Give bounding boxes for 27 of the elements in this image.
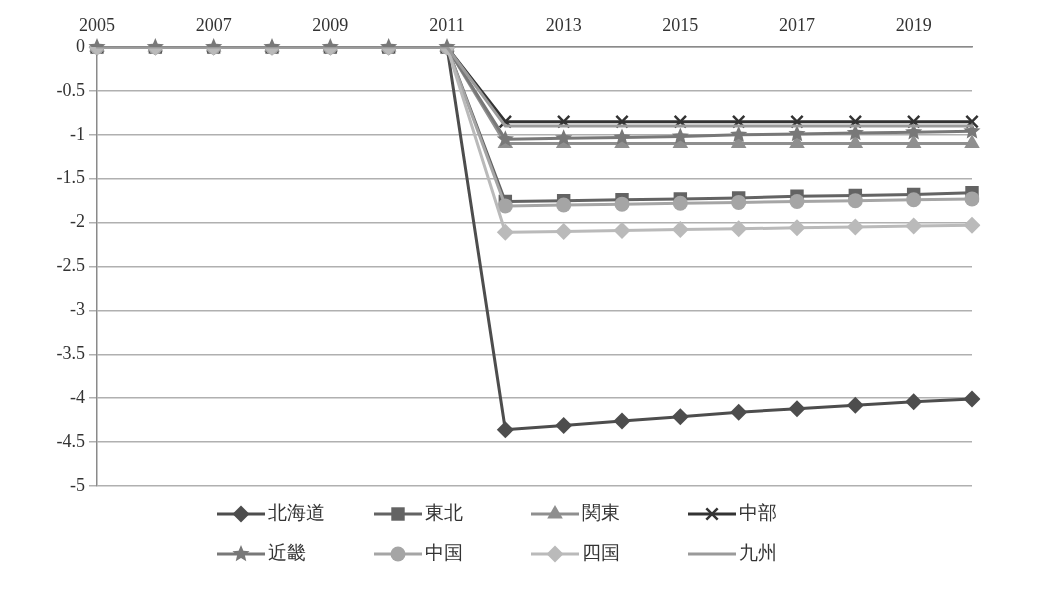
y-tick-label: -3.5 [56, 343, 85, 364]
x-tick-label: 2019 [895, 14, 932, 35]
x-tick-label: 2013 [545, 14, 582, 35]
legend-label: 中部 [739, 500, 777, 523]
x-tick-label: 2017 [779, 14, 815, 35]
y-tick-label: -2.5 [56, 255, 85, 276]
y-tick-label: -1.5 [56, 167, 85, 188]
x-tick-label: 2009 [312, 14, 349, 35]
legend-label: 近畿 [268, 540, 306, 563]
y-tick-label: -3 [70, 299, 85, 320]
y-tick-label: -0.5 [56, 79, 85, 100]
x-tick-label: 2015 [662, 14, 699, 35]
legend-label: 東北 [425, 500, 463, 523]
y-tick-label: -4.5 [56, 430, 85, 451]
y-tick-label: -2 [70, 211, 85, 232]
y-tick-label: -5 [70, 474, 85, 495]
legend-label: 九州 [739, 540, 777, 563]
legend-label: 中国 [425, 540, 463, 563]
legend-label: 四国 [582, 540, 620, 563]
x-tick-label: 2007 [195, 14, 232, 35]
y-tick-label: -4 [70, 386, 85, 407]
y-tick-label: 0 [76, 35, 85, 56]
legend-label: 北海道 [268, 500, 325, 523]
x-tick-label: 2005 [79, 14, 115, 35]
y-tick-label: -1 [70, 123, 85, 144]
legend-label: 関東 [582, 500, 620, 523]
x-tick-label: 2011 [429, 14, 465, 35]
